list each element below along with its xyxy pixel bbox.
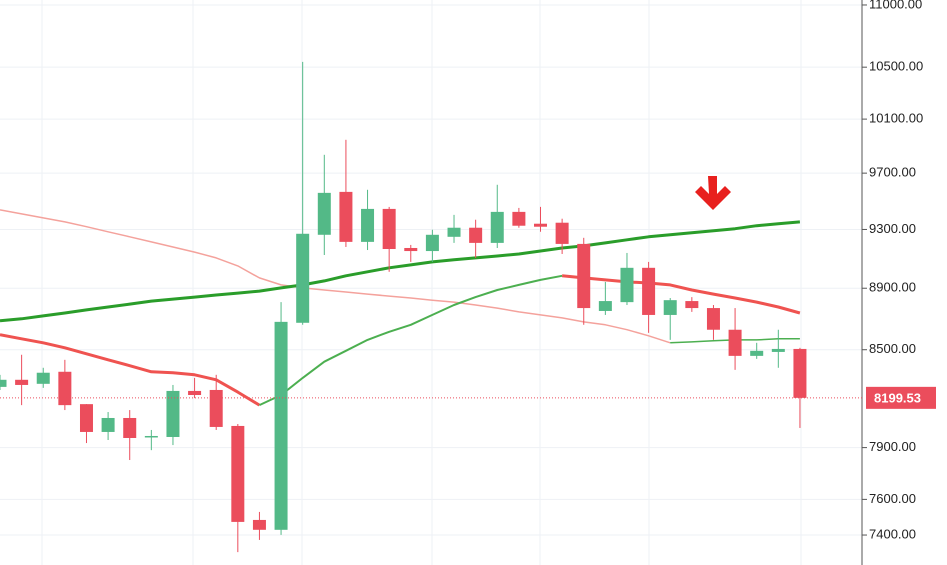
candle-body bbox=[361, 208, 375, 242]
layout bbox=[41, 0, 802, 565]
candle-body bbox=[706, 308, 720, 330]
candle-body bbox=[274, 321, 288, 530]
candle-body bbox=[555, 222, 569, 244]
candle-body bbox=[620, 267, 634, 303]
y-tick-label: 10100.00 bbox=[869, 111, 923, 126]
moving-average-line bbox=[0, 220, 801, 323]
candle-body bbox=[79, 404, 93, 432]
moving-average-line bbox=[0, 274, 801, 407]
candle-body bbox=[447, 227, 461, 237]
moving-average-line bbox=[0, 209, 671, 344]
candle-body bbox=[512, 211, 526, 226]
candle-body bbox=[425, 234, 439, 252]
candle-body bbox=[771, 348, 785, 352]
candle-body bbox=[382, 208, 396, 250]
candle-body bbox=[209, 389, 223, 427]
y-tick-label: 7400.00 bbox=[869, 526, 916, 541]
candle-body bbox=[101, 417, 115, 432]
candle-body bbox=[15, 379, 29, 385]
y-tick-label: 8900.00 bbox=[869, 280, 916, 295]
candle-body bbox=[58, 371, 72, 406]
candle-body bbox=[404, 247, 418, 252]
candle-body bbox=[188, 390, 202, 396]
candle-body bbox=[728, 329, 742, 356]
candle-body bbox=[534, 223, 547, 227]
candle-body bbox=[123, 417, 137, 438]
candle-body bbox=[577, 243, 591, 309]
candle-body bbox=[317, 192, 331, 235]
moving-average-line bbox=[258, 274, 563, 407]
candle-body bbox=[469, 227, 483, 243]
last-price-box bbox=[866, 386, 936, 409]
y-tick-label: 9300.00 bbox=[869, 221, 916, 236]
candle-body bbox=[252, 519, 266, 530]
candle-body bbox=[166, 390, 180, 437]
candle-body bbox=[642, 267, 656, 315]
candle-body bbox=[0, 379, 7, 387]
y-tick-label: 7900.00 bbox=[869, 439, 916, 454]
candle-body bbox=[36, 372, 50, 384]
candle-body bbox=[598, 301, 612, 311]
y-tick-label: 9700.00 bbox=[869, 165, 916, 180]
candle-body bbox=[296, 233, 310, 323]
candle-body bbox=[750, 350, 764, 356]
candle-body bbox=[339, 191, 353, 242]
y-tick-label: 11000.00 bbox=[869, 0, 922, 11]
candle-body bbox=[685, 301, 699, 309]
y-tick-label: 10500.00 bbox=[869, 59, 923, 74]
down-arrow-icon bbox=[695, 176, 731, 210]
candle-body bbox=[144, 435, 158, 438]
candle-body bbox=[490, 211, 504, 243]
y-tick-label: 8500.00 bbox=[869, 341, 916, 356]
candle-body bbox=[793, 348, 807, 398]
last-price-label: 8199.53 bbox=[874, 390, 921, 405]
candle-body bbox=[663, 300, 677, 315]
y-tick-label: 7600.00 bbox=[869, 491, 916, 506]
candle-body bbox=[231, 425, 245, 522]
